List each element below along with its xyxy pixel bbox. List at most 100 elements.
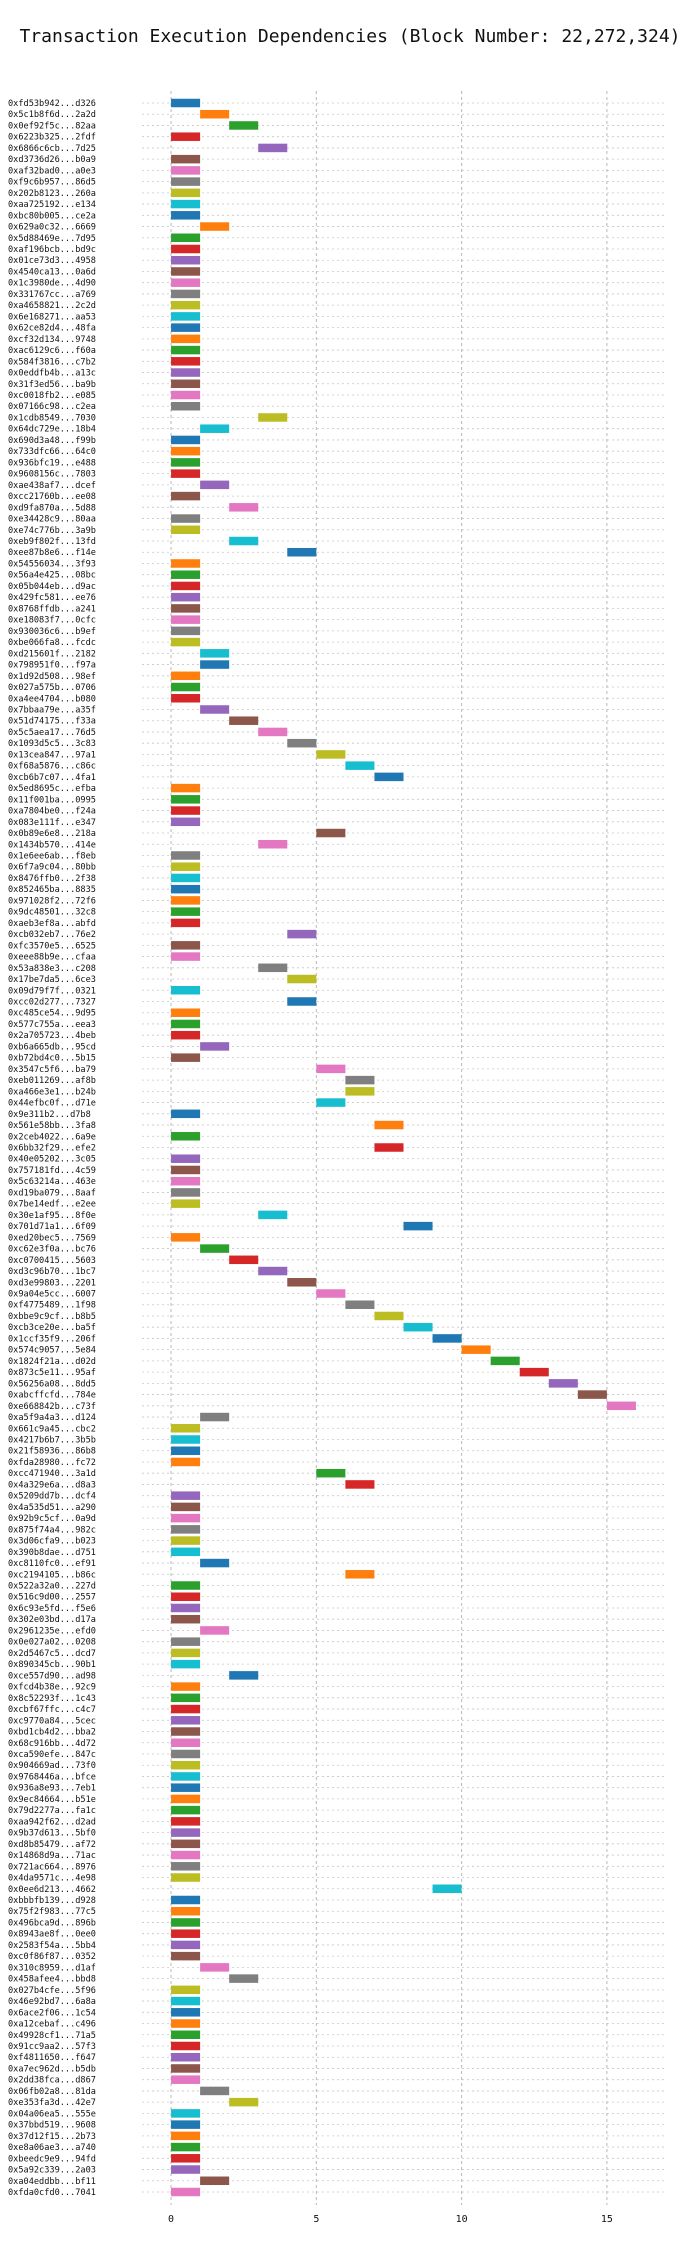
- task-bar: [200, 480, 230, 490]
- task-bar: [171, 390, 201, 400]
- task-bar: [229, 2097, 259, 2107]
- y-tick-label: 0x37d12f15...2b73: [8, 2132, 96, 2142]
- y-tick-label: 0x522a32a0...227d: [8, 1582, 96, 1592]
- y-tick-label: 0x5c1b8f6d...2a2d: [8, 110, 96, 120]
- y-tick-labels: 0xfd53b942...d3260x5c1b8f6d...2a2d0x0ef9…: [8, 99, 96, 2198]
- y-tick-label: 0xd19ba079...8aaf: [8, 1188, 96, 1198]
- task-bar: [461, 1345, 491, 1354]
- task-bar: [171, 896, 201, 905]
- y-tick-label: 0x202b8123...260a: [8, 189, 96, 199]
- task-bar: [258, 727, 288, 737]
- y-tick-label: 0x2dd38fca...d867: [8, 2076, 96, 2086]
- task-bar: [171, 1828, 201, 1837]
- y-tick-label: 0x873c5e11...95af: [8, 1368, 96, 1378]
- task-bar: [171, 862, 201, 871]
- y-tick-label: 0x44efbc0f...d71e: [8, 1099, 96, 1109]
- y-tick-label: 0xfda28980...fc72: [8, 1458, 96, 1468]
- y-tick-label: 0xfcd4b38e...92c9: [8, 1683, 96, 1693]
- task-bar: [171, 1525, 201, 1534]
- y-tick-label: 0x577c755a...eea3: [8, 1020, 96, 1030]
- task-bar: [171, 1581, 201, 1590]
- y-tick-label: 0x6866c6cb...7d25: [8, 144, 96, 154]
- y-tick-label: 0x9768446a...bfce: [8, 1772, 96, 1782]
- y-tick-label: 0x6f7a9c04...80bb: [8, 863, 96, 873]
- y-tick-label: 0xe353fa3d...42e7: [8, 2098, 96, 2108]
- y-tick-label: 0xe74c776b...3a9b: [8, 526, 96, 536]
- task-bar: [606, 1401, 636, 1411]
- y-tick-label: 0xae438af7...dcef: [8, 481, 96, 491]
- task-bar: [171, 2109, 201, 2118]
- y-tick-label: 0x5a92c339...2a03: [8, 2166, 96, 2176]
- y-tick-label: 0xcf32d134...9748: [8, 335, 96, 345]
- y-tick-label: 0xf4811650...f647: [8, 2053, 96, 2063]
- y-tick-label: 0x6ace2f06...1c54: [8, 2008, 96, 2018]
- y-tick-label: 0x875f74a4...982c: [8, 1525, 96, 1535]
- y-tick-label: 0x930036c6...b9ef: [8, 627, 96, 637]
- task-bar: [229, 1255, 259, 1265]
- y-tick-label: 0x516c9d00...2557: [8, 1593, 96, 1603]
- task-bar: [316, 1468, 346, 1478]
- y-tick-label: 0x3d06cfa9...b023: [8, 1537, 96, 1547]
- task-bar: [229, 1671, 259, 1680]
- task-bar: [171, 1030, 201, 1040]
- y-tick-label: 0xc9770a84...5cec: [8, 1716, 96, 1726]
- task-bar: [200, 2176, 230, 2186]
- y-tick-label: 0xaeb3ef8a...abfd: [8, 919, 96, 929]
- task-bar: [171, 581, 201, 591]
- task-bar: [171, 1772, 201, 1781]
- y-tick-label: 0x8943ae8f...0ee0: [8, 1930, 96, 1940]
- y-tick-label: 0x971028f2...72f6: [8, 896, 96, 906]
- y-tick-label: 0xe34428c9...80aa: [8, 515, 96, 525]
- y-tick-label: 0x75f2f983...77c5: [8, 1907, 96, 1917]
- y-tick-label: 0x936a8e93...7eb1: [8, 1784, 96, 1794]
- y-tick-label: 0xd3e99803...2201: [8, 1278, 96, 1288]
- task-bar: [171, 1749, 201, 1759]
- task-bar: [548, 1379, 578, 1388]
- task-bar: [171, 1895, 201, 1905]
- task-bar: [287, 1278, 317, 1287]
- task-bar: [171, 1053, 201, 1062]
- y-tick-label: 0xbc80b005...ce2a: [8, 211, 96, 221]
- x-tick-label: 10: [456, 2214, 468, 2225]
- task-bar: [200, 424, 230, 433]
- y-tick-label: 0xcc471940...3a1d: [8, 1469, 96, 1479]
- task-bar: [345, 1300, 375, 1309]
- task-bar: [171, 817, 201, 827]
- y-tick-label: 0x0b89e6e8...218a: [8, 829, 96, 839]
- task-bar: [171, 918, 201, 928]
- y-tick-label: 0x11f001ba...0995: [8, 795, 96, 805]
- task-bar: [171, 1648, 201, 1658]
- task-bar: [171, 1176, 201, 1186]
- task-bar: [171, 986, 201, 995]
- y-tick-label: 0x1cdb8549...7030: [8, 413, 96, 423]
- task-bar: [374, 1120, 404, 1130]
- y-tick-label: 0xcc02d277...7327: [8, 997, 96, 1007]
- y-tick-label: 0xa4658821...2c2d: [8, 301, 96, 311]
- task-bar: [345, 1075, 375, 1085]
- task-bar: [171, 132, 201, 141]
- task-bar: [171, 626, 201, 636]
- y-tick-label: 0xd215601f...2182: [8, 649, 96, 659]
- y-tick-label: 0x2a705723...4beb: [8, 1031, 96, 1041]
- x-tick-labels: 0 5 10 15: [168, 2214, 613, 2225]
- task-bar: [200, 109, 230, 119]
- y-tick-label: 0xbeedc9e9...94fd: [8, 2154, 96, 2164]
- task-bar: [171, 233, 201, 243]
- task-bar: [171, 312, 201, 321]
- task-bar: [171, 255, 201, 265]
- y-tick-label: 0xf4775489...1f98: [8, 1301, 96, 1311]
- y-tick-label: 0x56256a08...8dd5: [8, 1379, 96, 1389]
- y-tick-label: 0x1d92d508...98ef: [8, 672, 96, 682]
- y-tick-label: 0x7be14edf...e2ee: [8, 1200, 96, 1210]
- y-tick-label: 0x4a329e6a...d8a3: [8, 1480, 96, 1490]
- y-tick-label: 0x51d74175...f33a: [8, 717, 96, 727]
- y-tick-label: 0xaf32bad0...a0e3: [8, 166, 96, 176]
- task-bar: [171, 188, 201, 198]
- y-tick-label: 0xfd53b942...d326: [8, 99, 96, 109]
- task-bar: [229, 503, 259, 512]
- y-tick-label: 0xcb6b7c07...4fa1: [8, 773, 96, 783]
- y-tick-label: 0x584f3816...c7b2: [8, 357, 96, 367]
- task-bar: [345, 1087, 375, 1096]
- task-bar: [171, 300, 201, 310]
